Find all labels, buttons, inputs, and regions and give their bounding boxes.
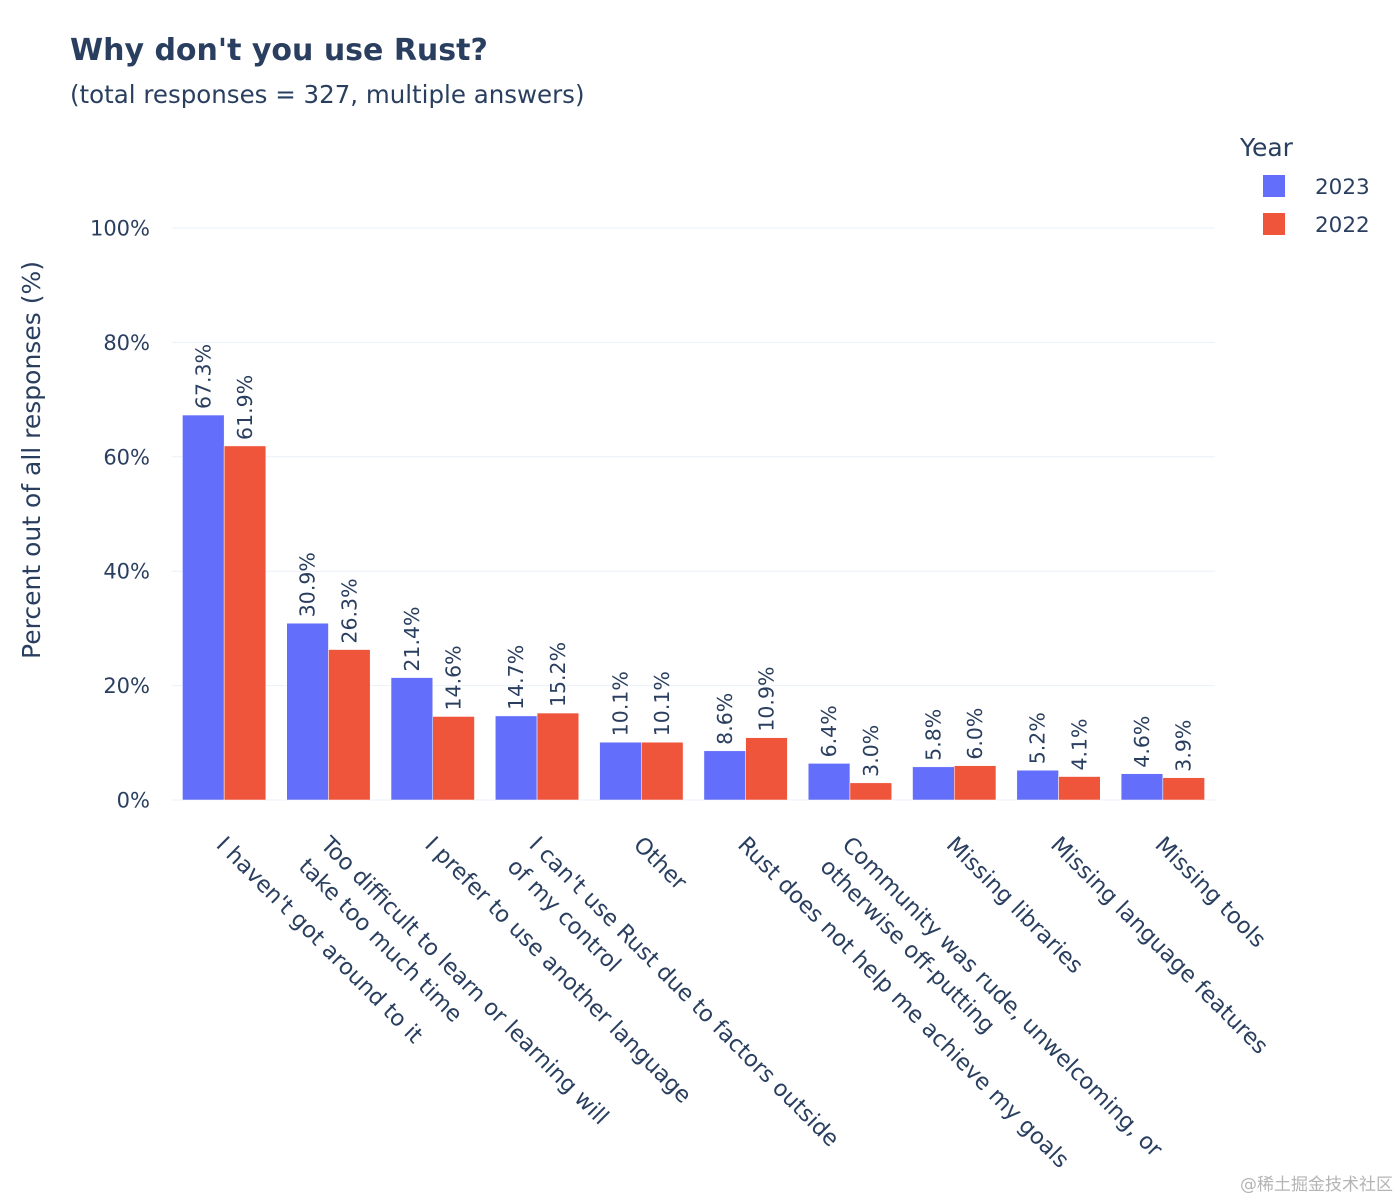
legend-swatch-2022 bbox=[1263, 213, 1285, 235]
y-tick-label: 80% bbox=[103, 331, 150, 355]
chart-subtitle: (total responses = 327, multiple answers… bbox=[70, 80, 585, 109]
legend-item-2022: 2022 bbox=[1263, 213, 1370, 238]
bar-value-label-2022: 15.2% bbox=[546, 642, 570, 707]
bar-2022 bbox=[223, 445, 267, 801]
bars bbox=[182, 414, 1205, 801]
bar-2022 bbox=[328, 649, 371, 801]
bar-value-label-2023: 30.9% bbox=[296, 552, 320, 617]
legend-item-2023: 2023 bbox=[1263, 175, 1370, 200]
bar-2023 bbox=[286, 623, 329, 801]
bar-value-label-2022: 3.9% bbox=[1172, 720, 1196, 772]
bar-value-label-2022: 10.1% bbox=[650, 671, 674, 736]
y-tick-label: 20% bbox=[103, 674, 150, 698]
bar-2022 bbox=[536, 712, 580, 801]
bar-value-labels: 67.3% 30.9% 21.4% 14.7% 10.1% 8.6% 6.4% 5.8% 5.2… bbox=[191, 344, 1195, 777]
bar-value-label-2023: 21.4% bbox=[400, 606, 424, 671]
bar-2023 bbox=[390, 677, 433, 801]
legend: Year 2023 2022 bbox=[1239, 133, 1370, 238]
bar-2023 bbox=[1120, 773, 1164, 801]
bar-2023 bbox=[912, 766, 955, 801]
y-axis-title: Percent out of all responses (%) bbox=[17, 261, 46, 659]
bar-value-label-2022: 10.9% bbox=[755, 667, 779, 732]
y-tick-label: 40% bbox=[103, 560, 150, 584]
legend-label-2022: 2022 bbox=[1315, 213, 1370, 238]
legend-swatch-2023 bbox=[1263, 175, 1285, 197]
y-tick-label: 60% bbox=[103, 445, 150, 469]
chart-title: Why don't you use Rust? bbox=[70, 33, 488, 68]
bar-2022 bbox=[954, 765, 997, 801]
legend-label-2023: 2023 bbox=[1315, 175, 1370, 200]
bar-2022 bbox=[1162, 777, 1205, 801]
bar-2022 bbox=[849, 782, 892, 801]
bar-2023 bbox=[1016, 770, 1059, 801]
bar-value-label-2023: 4.6% bbox=[1130, 716, 1154, 768]
bar-value-label-2022: 6.0% bbox=[963, 708, 987, 760]
bar-value-label-2023: 6.4% bbox=[817, 705, 841, 757]
bar-2023 bbox=[599, 741, 642, 801]
bar-value-label-2022: 4.1% bbox=[1067, 718, 1091, 770]
bar-value-label-2022: 26.3% bbox=[337, 578, 361, 643]
bar-value-label-2023: 5.2% bbox=[1026, 712, 1050, 764]
bar-value-label-2023: 10.1% bbox=[608, 671, 632, 736]
bar-2023 bbox=[807, 763, 851, 801]
watermark: @稀土掘金技术社区 bbox=[1240, 1175, 1393, 1195]
bar-value-label-2022: 14.6% bbox=[442, 645, 466, 710]
bar-value-label-2023: 14.7% bbox=[504, 645, 528, 710]
bar-2022 bbox=[1058, 776, 1101, 801]
bar-value-label-2022: 61.9% bbox=[233, 375, 257, 440]
legend-title: Year bbox=[1239, 133, 1294, 162]
bar-2023 bbox=[182, 414, 225, 801]
y-tick-label: 100% bbox=[90, 217, 150, 241]
y-tick-label: 0% bbox=[117, 789, 150, 813]
bar-2023 bbox=[703, 750, 746, 801]
bar-2023 bbox=[495, 715, 538, 801]
bar-value-label-2023: 67.3% bbox=[191, 344, 215, 409]
y-tick-labels: 0% 20% 40% 60% 80% 100% bbox=[90, 217, 150, 813]
bar-value-label-2023: 5.8% bbox=[921, 709, 945, 761]
bar-2022 bbox=[641, 741, 684, 801]
bar-2022 bbox=[432, 716, 475, 801]
bar-value-label-2023: 8.6% bbox=[713, 693, 737, 745]
bar-value-label-2022: 3.0% bbox=[859, 725, 883, 777]
bar-2022 bbox=[745, 737, 788, 801]
